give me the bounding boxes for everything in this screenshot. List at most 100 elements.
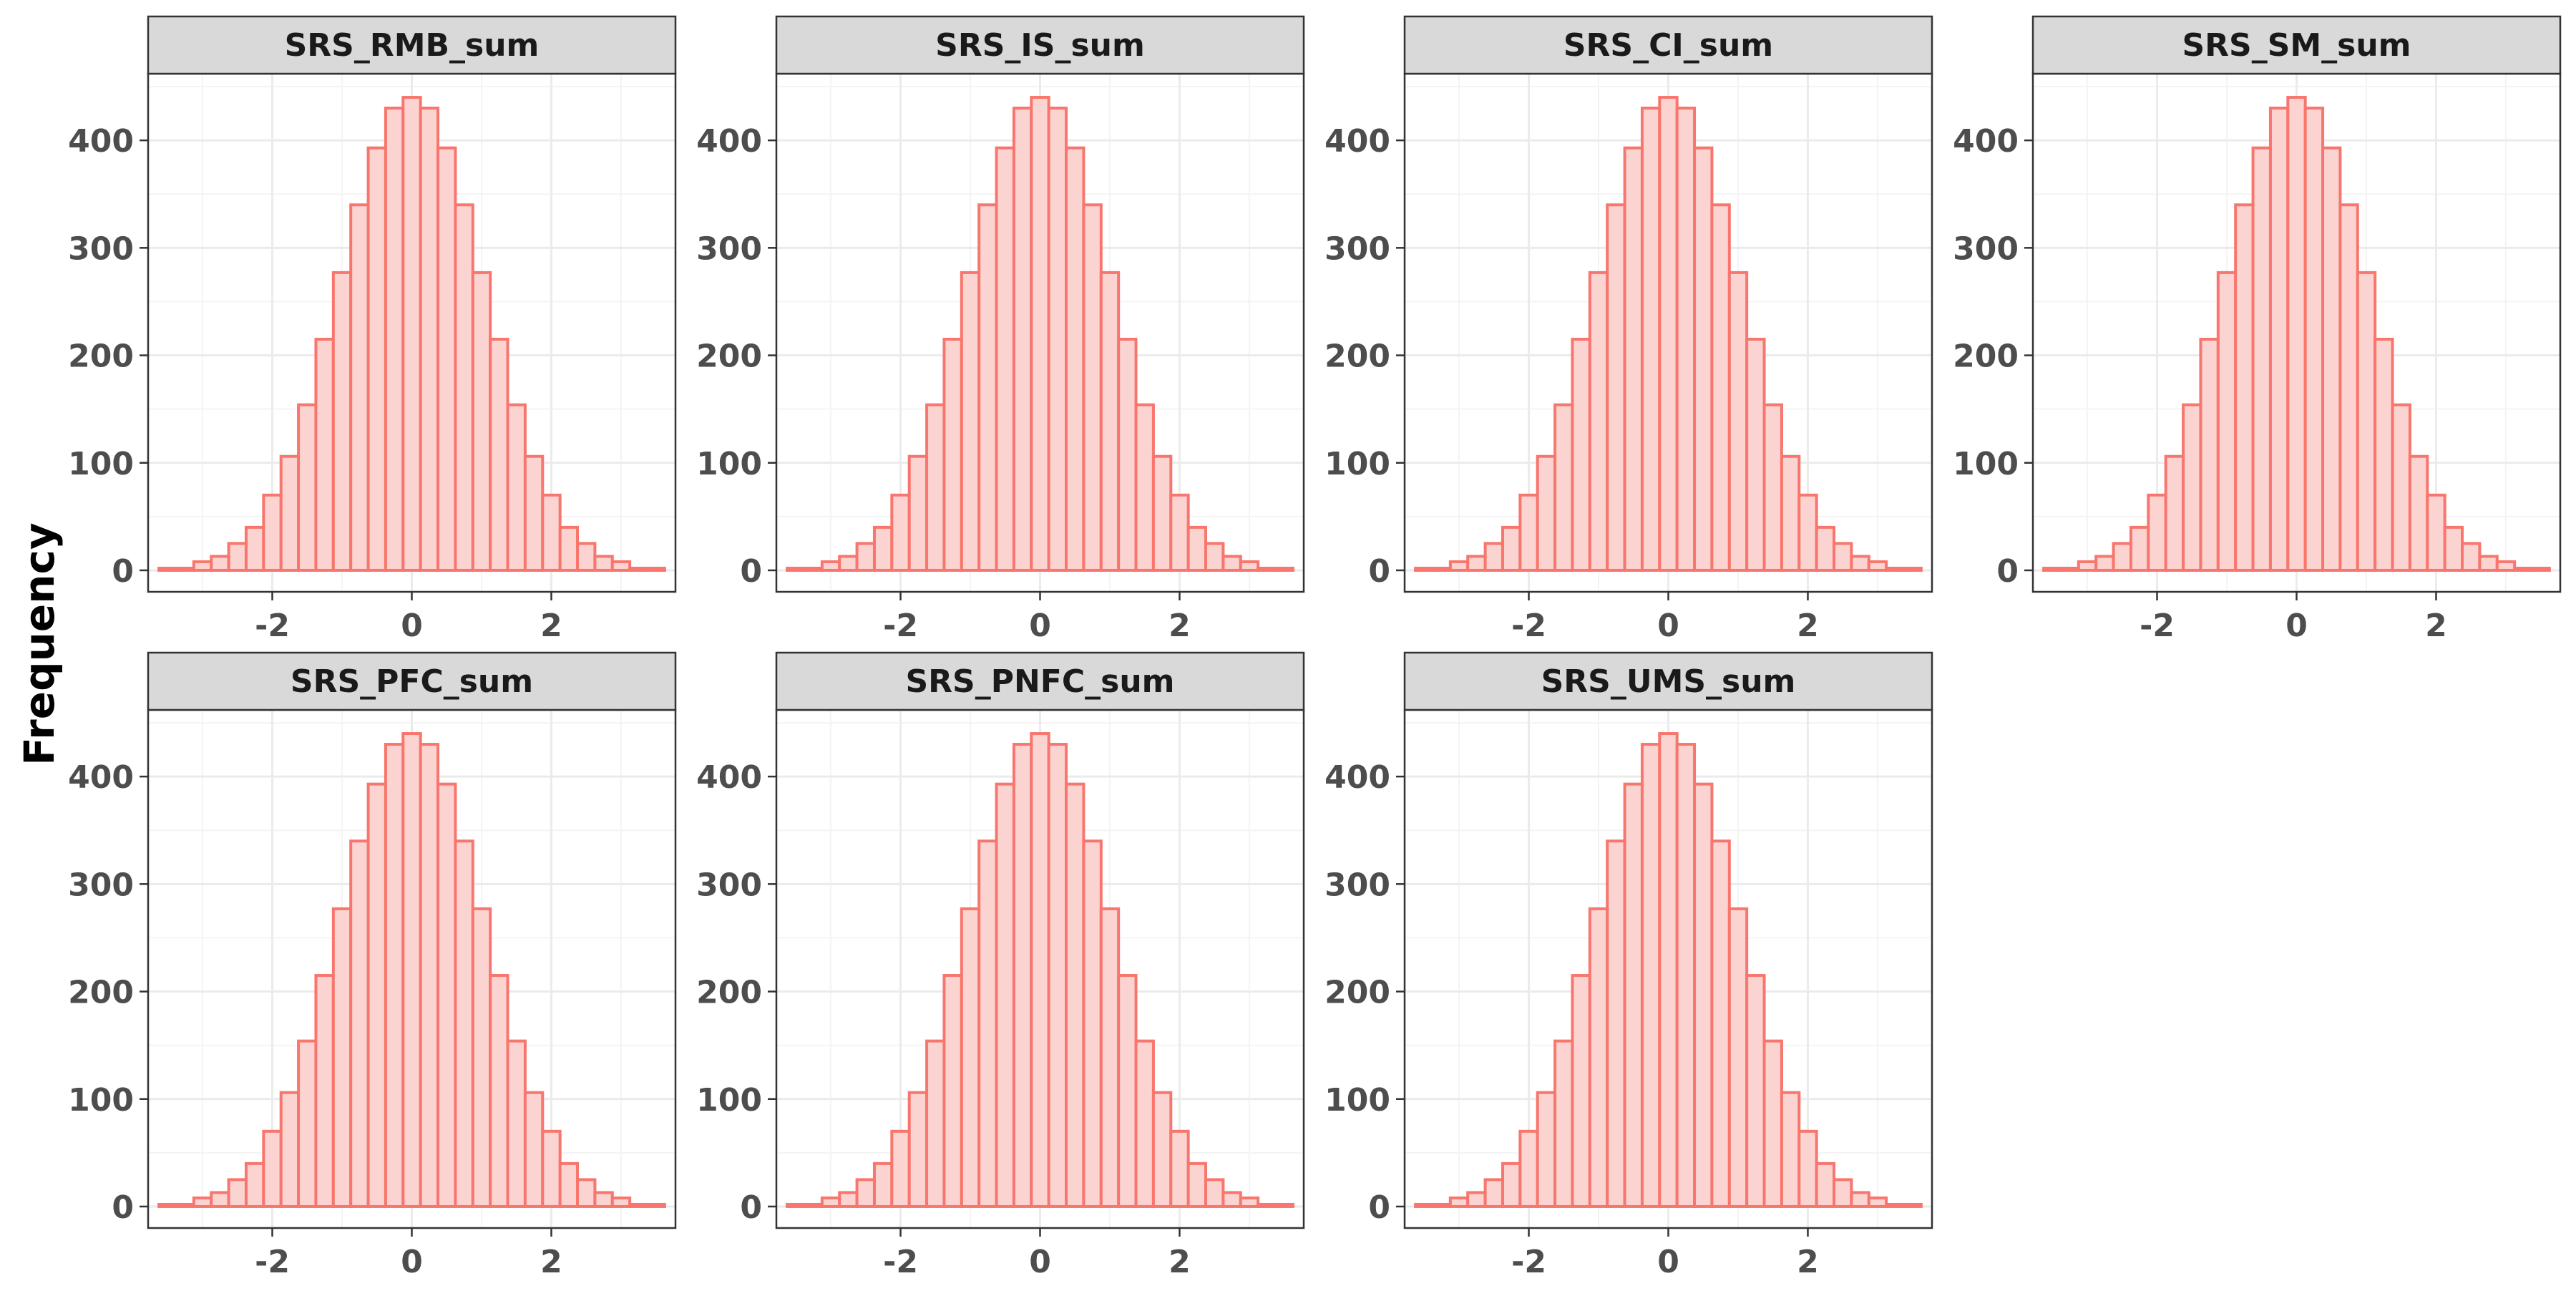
histogram-bar <box>1414 566 1435 572</box>
histogram-bar <box>1151 1091 1173 1208</box>
histogram-bar <box>1606 203 1626 572</box>
facet-panel: SRS_PFC_sum 0 100 200 300 400 -2 0 2 <box>68 651 677 1280</box>
histogram-bar <box>157 566 178 572</box>
histogram-bar <box>489 338 509 572</box>
histogram-bar <box>1274 566 1294 572</box>
histogram-bar <box>436 146 457 572</box>
histogram-bar <box>942 974 963 1208</box>
histogram-bar <box>960 271 981 572</box>
histogram-bar <box>960 907 981 1208</box>
histogram-bar <box>1885 566 1906 572</box>
histogram-bar <box>2426 493 2446 572</box>
facet-panel: SRS_IS_sum 0 100 200 300 400 -2 0 2 <box>696 15 1305 644</box>
histogram-bar <box>1065 782 1085 1208</box>
histogram-bar <box>331 907 353 1208</box>
histogram-bar <box>890 1129 911 1208</box>
histogram-bar <box>1134 1039 1155 1208</box>
histogram-bar <box>1065 146 1085 572</box>
x-tick-label: 2 <box>1169 1244 1191 1280</box>
x-tick-label: 0 <box>401 1244 423 1280</box>
histogram-bar <box>1780 454 1801 572</box>
histogram-bar <box>1902 566 1923 572</box>
histogram-bar <box>279 1091 301 1208</box>
histogram-bar <box>558 1161 580 1208</box>
histogram-bar <box>1833 1178 1853 1208</box>
histogram-bar <box>1745 974 1766 1208</box>
histogram-bar <box>279 454 301 572</box>
histogram-bar <box>1257 1202 1277 1208</box>
histogram-bar <box>2408 454 2429 572</box>
facet-title: SRS_RMB_sum <box>285 27 540 64</box>
histogram-bar <box>1448 1196 1470 1208</box>
histogram-bar <box>227 542 248 572</box>
facet-panel: SRS_PNFC_sum 0 100 200 300 400 -2 0 2 <box>696 651 1305 1280</box>
x-tick-label: -2 <box>883 1244 918 1280</box>
histogram-bar <box>401 732 422 1208</box>
histogram-bar <box>331 271 353 572</box>
histogram-bar <box>610 560 632 572</box>
histogram-bar <box>1710 203 1731 572</box>
histogram-bar <box>1815 1161 1836 1208</box>
histogram-bar <box>925 1039 946 1208</box>
histogram-bar <box>1518 493 1539 572</box>
facet-strip <box>775 15 1305 75</box>
y-tick-label: 300 <box>696 230 762 267</box>
histogram-bar <box>1850 555 1870 572</box>
histogram-bar <box>244 1161 265 1208</box>
x-tick-label: -2 <box>255 1244 290 1280</box>
histogram-bar <box>907 1091 929 1208</box>
histogram-bar <box>593 555 614 572</box>
histogram-bar <box>2443 525 2464 572</box>
histogram-bar <box>645 566 666 572</box>
histogram-bar <box>1099 271 1121 572</box>
histogram-bar <box>1082 203 1103 572</box>
x-tick-label: 0 <box>1029 608 1051 644</box>
y-tick-label: 100 <box>68 446 134 482</box>
histogram-bar <box>593 1191 614 1208</box>
histogram-bar <box>977 839 998 1208</box>
histogram-bar <box>314 338 335 572</box>
facet-title: SRS_CI_sum <box>1563 27 1773 64</box>
x-tick-label: 2 <box>1169 608 1191 644</box>
histogram-bar <box>1588 271 1609 572</box>
histogram-bar <box>2338 203 2359 572</box>
histogram-bar <box>1169 1129 1190 1208</box>
histogram-bar <box>471 271 492 572</box>
histogram-bar <box>2356 271 2377 572</box>
histogram-bar <box>2147 493 2167 572</box>
histogram-bar <box>1186 1161 1208 1208</box>
y-tick-label: 0 <box>1996 553 2019 590</box>
facet-title: SRS_IS_sum <box>935 27 1145 64</box>
facet-title: SRS_SM_sum <box>2182 27 2411 64</box>
histogram-bar <box>1431 566 1452 572</box>
histogram-bar <box>541 1129 562 1208</box>
x-tick-label: 2 <box>1797 608 1819 644</box>
histogram-bar <box>803 1202 824 1208</box>
histogram-bar <box>872 1161 894 1208</box>
facet-title: SRS_UMS_sum <box>1541 663 1796 700</box>
histogram-bar <box>628 566 649 572</box>
histogram-bar <box>2286 96 2307 572</box>
y-tick-label: 100 <box>696 446 762 482</box>
histogram-bar <box>576 1178 597 1208</box>
x-tick-label: 0 <box>1029 1244 1051 1280</box>
histogram-bar <box>786 1202 806 1208</box>
histogram-bar <box>1727 271 1749 572</box>
y-tick-label: 300 <box>696 867 762 903</box>
histogram-bar <box>384 743 405 1208</box>
histogram-bar <box>1850 1191 1870 1208</box>
histogram-bar <box>1553 1039 1574 1208</box>
facet-strip <box>147 15 677 75</box>
x-tick-label: 2 <box>540 1244 562 1280</box>
histogram-bar <box>1466 1191 1487 1208</box>
y-tick-label: 100 <box>1324 446 1390 482</box>
histogram-bar <box>1518 1129 1539 1208</box>
histogram-bar <box>262 1129 283 1208</box>
histogram-bar <box>1675 107 1697 572</box>
histogram-bar <box>1623 146 1644 572</box>
histogram-bar <box>1797 1129 1818 1208</box>
histogram-bar <box>2094 555 2115 572</box>
facet-strip <box>1403 15 1933 75</box>
y-tick-label: 200 <box>1324 338 1390 375</box>
